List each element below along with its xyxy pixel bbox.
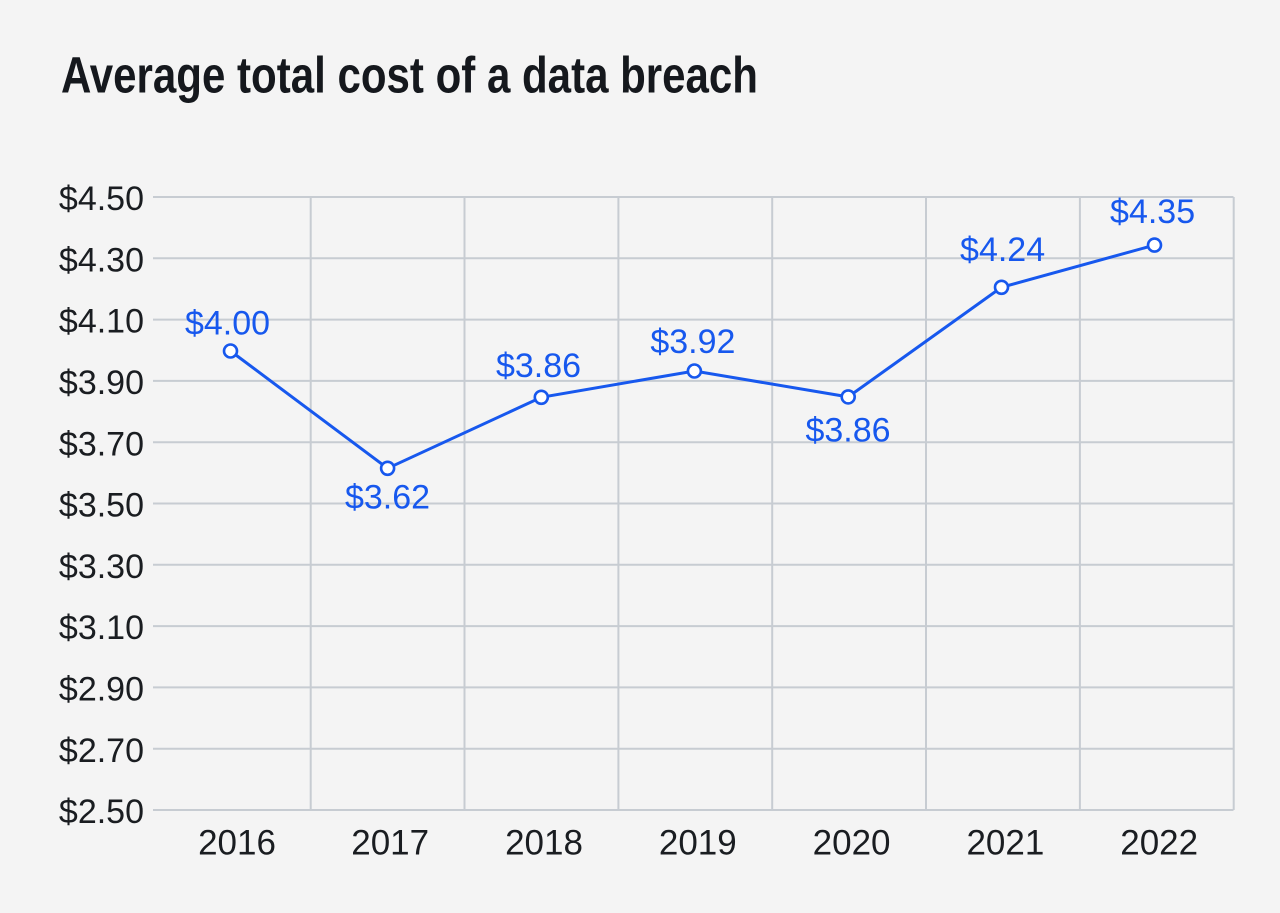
svg-text:$3.86: $3.86 [805,411,890,449]
svg-text:Average total cost of a data b: Average total cost of a data breach [61,47,758,104]
svg-text:$3.70: $3.70 [59,425,144,463]
svg-text:2018: 2018 [505,824,583,863]
svg-text:$3.62: $3.62 [345,478,430,516]
svg-text:$2.50: $2.50 [59,793,144,831]
svg-text:$2.90: $2.90 [59,671,144,709]
svg-text:$3.50: $3.50 [59,487,144,525]
svg-text:2016: 2016 [198,824,276,863]
svg-text:$3.92: $3.92 [650,323,735,361]
svg-text:2017: 2017 [351,824,429,863]
svg-text:$4.50: $4.50 [59,180,144,218]
svg-text:$4.10: $4.10 [59,303,144,341]
svg-text:2022: 2022 [1120,824,1198,863]
svg-text:$4.24: $4.24 [960,231,1045,269]
svg-text:$4.00: $4.00 [185,305,270,343]
svg-text:$3.86: $3.86 [496,347,581,385]
svg-text:$2.70: $2.70 [59,732,144,770]
svg-text:$4.30: $4.30 [59,241,144,279]
svg-text:2019: 2019 [659,824,737,863]
svg-text:2020: 2020 [813,824,891,863]
svg-text:$3.10: $3.10 [59,609,144,647]
svg-text:$4.35: $4.35 [1110,193,1195,231]
svg-text:$3.90: $3.90 [59,364,144,402]
svg-text:2021: 2021 [966,824,1044,863]
svg-text:$3.30: $3.30 [59,548,144,586]
